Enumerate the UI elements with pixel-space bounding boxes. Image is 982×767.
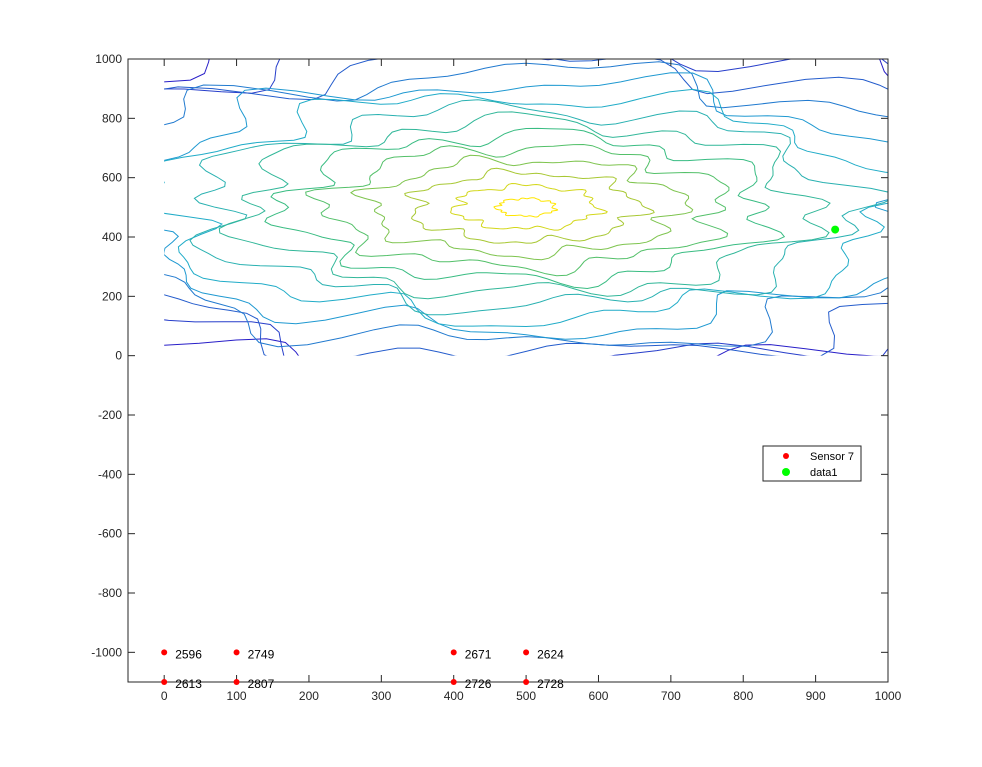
legend-label: Sensor 7	[810, 451, 854, 463]
y-tick-label: 1000	[95, 52, 122, 66]
contour-level	[164, 88, 888, 328]
data1-points	[831, 225, 840, 234]
sensor-label: 2624	[537, 647, 564, 661]
contour-level	[218, 111, 831, 300]
contour-level	[264, 127, 786, 290]
contour-level	[404, 167, 655, 244]
sensor-label: 2726	[465, 677, 492, 691]
x-tick-label: 400	[444, 689, 464, 703]
contour-level	[450, 182, 608, 231]
x-tick-label: 700	[661, 689, 681, 703]
sensor-point	[450, 679, 457, 685]
x-axis: 0 100 200 300 400 500 600 700 800 900 1000	[161, 59, 902, 703]
sensor-point	[523, 649, 530, 656]
sensor-points: 2596 2749 2671 2624 2613 2807 2726 2728	[161, 647, 564, 691]
legend-marker	[783, 453, 789, 459]
y-tick-label: 0	[115, 349, 122, 363]
contour-level	[164, 72, 888, 340]
x-tick-label: 900	[806, 689, 826, 703]
x-tick-label: 500	[516, 689, 536, 703]
x-tick-label: 600	[588, 689, 608, 703]
sensor-label: 2613	[175, 677, 202, 691]
plot-frame	[127, 58, 889, 683]
y-tick-label: 200	[102, 289, 122, 303]
legend: Sensor 7 data1	[762, 445, 862, 482]
legend-box	[762, 445, 862, 482]
contour-level	[189, 99, 888, 316]
y-tick-label: 400	[102, 230, 122, 244]
contour-level	[164, 59, 888, 356]
contour-lines	[164, 59, 888, 356]
y-tick-label: 800	[102, 111, 122, 125]
x-tick-label: 200	[299, 689, 319, 703]
sensor-point	[161, 679, 168, 685]
sensor-label: 2749	[248, 647, 275, 661]
contour-level	[164, 61, 888, 348]
y-tick-label: -800	[98, 586, 122, 600]
y-tick-label: -200	[98, 408, 122, 422]
sensor-label: 2671	[465, 647, 492, 661]
y-tick-label: -400	[98, 467, 122, 481]
y-tick-label: -600	[98, 527, 122, 541]
sensor-point	[523, 679, 530, 685]
sensor-label: 2807	[248, 677, 275, 691]
x-tick-label: 1000	[875, 689, 902, 703]
legend-marker	[782, 468, 790, 476]
sensor-point	[161, 649, 168, 656]
contour-level	[349, 154, 694, 261]
y-tick-label: 600	[102, 171, 122, 185]
x-tick-label: 0	[161, 689, 168, 703]
contour-level	[305, 143, 730, 277]
y-axis: -1000 -800 -600 -400 -200 0 200 400 600 800 1000	[91, 52, 888, 659]
legend-label: data1	[810, 467, 838, 479]
sensor-point	[450, 649, 457, 656]
contour-level	[164, 59, 888, 356]
data1-point	[831, 225, 840, 234]
sensor-point	[233, 679, 240, 685]
x-tick-label: 100	[227, 689, 247, 703]
y-tick-label: -1000	[91, 645, 122, 659]
x-tick-label: 800	[733, 689, 753, 703]
sensor-label: 2728	[537, 677, 564, 691]
contour-level	[493, 197, 559, 218]
x-tick-label: 300	[371, 689, 391, 703]
sensor-point	[233, 649, 240, 656]
sensor-label: 2596	[175, 647, 202, 661]
